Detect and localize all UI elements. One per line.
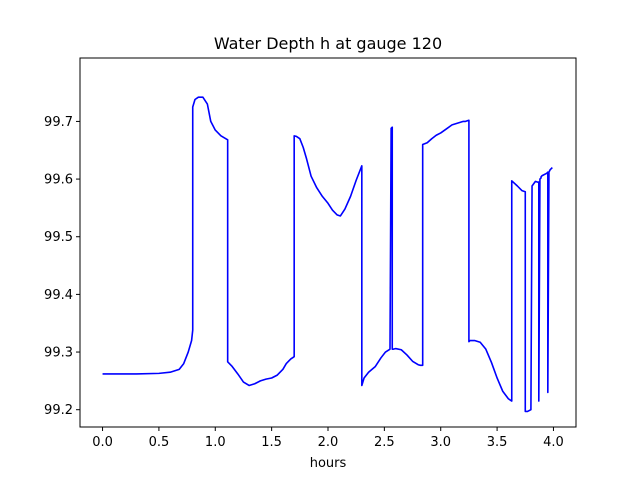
- y-tick-label: 99.4: [44, 288, 73, 303]
- x-tick-label: 3.0: [430, 435, 451, 450]
- y-tick-label: 99.7: [44, 115, 73, 130]
- x-tick-label: 0.0: [92, 435, 113, 450]
- y-axis: 99.2 99.3 99.4 99.5 99.6 99.7: [44, 115, 80, 418]
- chart-title: Water Depth h at gauge 120: [214, 34, 442, 53]
- y-tick-label: 99.3: [44, 346, 73, 361]
- x-axis-label: hours: [310, 456, 347, 471]
- y-tick-label: 99.2: [44, 403, 73, 418]
- y-tick-label: 99.5: [44, 230, 73, 245]
- x-tick-label: 2.0: [318, 435, 339, 450]
- series-line-water-depth: [102, 96, 553, 413]
- y-tick-label: 99.6: [44, 173, 73, 188]
- x-tick-label: 1.0: [205, 435, 226, 450]
- x-tick-label: 0.5: [149, 435, 170, 450]
- x-tick-label: 2.5: [374, 435, 395, 450]
- x-tick-label: 3.5: [487, 435, 508, 450]
- x-tick-label: 4.0: [543, 435, 564, 450]
- x-axis: 0.0 0.5 1.0 1.5 2.0 2.5 3.0 3.5 4.0: [92, 427, 564, 450]
- x-tick-label: 1.5: [261, 435, 282, 450]
